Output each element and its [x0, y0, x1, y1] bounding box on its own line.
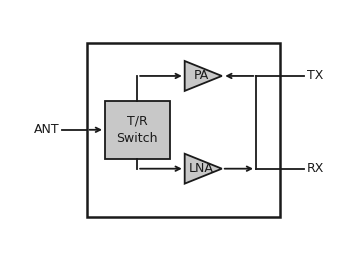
Polygon shape [185, 154, 222, 184]
Text: LNA: LNA [189, 162, 214, 175]
Text: PA: PA [194, 69, 209, 82]
Text: TX: TX [307, 69, 323, 82]
Text: ANT: ANT [34, 123, 60, 136]
Text: T/R
Switch: T/R Switch [116, 115, 158, 145]
Polygon shape [185, 61, 222, 91]
Bar [105, 101, 170, 159]
Text: RX: RX [307, 162, 324, 175]
Bar [87, 43, 280, 217]
